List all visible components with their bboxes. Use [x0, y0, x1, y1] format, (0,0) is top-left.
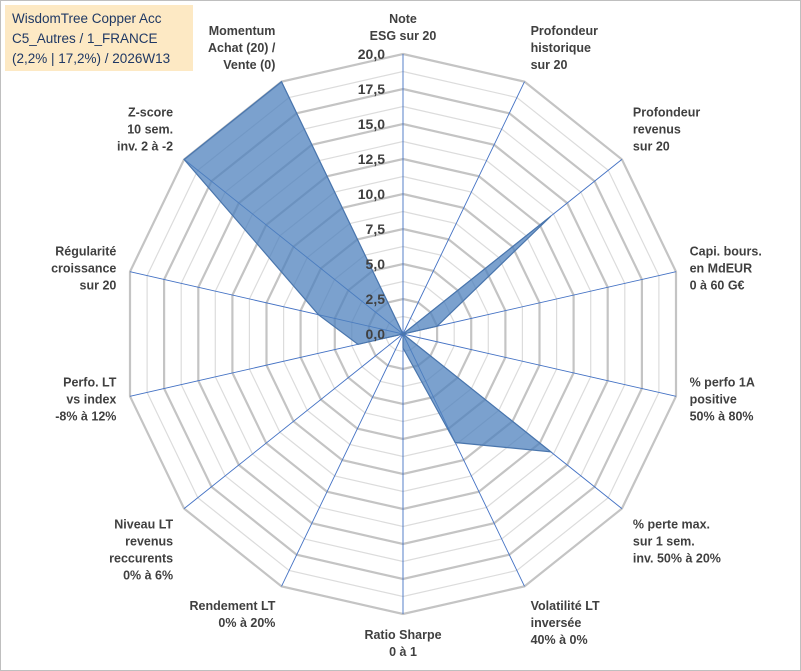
axis-label-line: Note — [389, 12, 417, 26]
axis-label-line: sur 1 sem. — [633, 534, 695, 548]
axis-label-line: inv. 50% à 20% — [633, 551, 721, 565]
axis-label: Capi. bours. en MdEUR 0 à 60 G€ — [690, 245, 762, 293]
axis-label-line: 40% à 0% — [531, 633, 588, 647]
series-area — [183, 80, 553, 453]
axis-label-line: 10 sem. — [127, 123, 173, 137]
axis-label-line: ESG sur 20 — [370, 29, 437, 43]
axis-label-line: positive — [690, 392, 737, 406]
axis-label-line: 50% à 80% — [690, 409, 754, 423]
axis-label-line: Niveau LT — [114, 517, 173, 531]
chart-title-line-1: WisdomTree Copper Acc — [12, 11, 162, 26]
axis-label: % perfo 1A positive 50% à 80% — [690, 375, 755, 423]
axis-label-line: Rendement LT — [190, 599, 276, 613]
axis-label: Perfo. LT vs index -8% à 12% — [55, 375, 117, 423]
axis-spoke — [402, 271, 677, 335]
axis-label-line: vs index — [66, 392, 116, 406]
tick-label: 10,0 — [358, 186, 385, 202]
axis-spoke — [281, 333, 404, 587]
axis-label-line: Régularité — [55, 245, 116, 259]
axis-spoke — [183, 333, 404, 509]
axis-label: Rendement LT 0% à 20% — [190, 599, 276, 630]
axis-label-line: en MdEUR — [690, 262, 753, 276]
axis-label-line: % perfo 1A — [690, 375, 755, 389]
axis-label-line: Z-score — [128, 106, 173, 120]
tick-label: 17,5 — [358, 81, 385, 97]
axis-label-line: Perfo. LT — [63, 375, 117, 389]
tick-label: 5,0 — [366, 256, 386, 272]
tick-label: 15,0 — [358, 116, 385, 132]
axis-label: Régularité croissance sur 20 — [51, 245, 116, 293]
axis-label-line: inversée — [531, 616, 582, 630]
axis-label: Volatilité LT inversée 40% à 0% — [531, 599, 600, 647]
axis-label-line: Momentum — [209, 24, 276, 38]
tick-label: 20,0 — [358, 46, 385, 62]
chart-title-box: WisdomTree Copper Acc C5_Autres / 1_FRAN… — [5, 5, 193, 71]
tick-label: 0,0 — [366, 326, 386, 342]
axis-label-line: 0 à 60 G€ — [690, 279, 745, 293]
axis-label-line: inv. 2 à -2 — [117, 140, 173, 154]
axis-label-line: Volatilité LT — [531, 599, 600, 613]
chart-title-line-2: C5_Autres / 1_FRANCE — [12, 31, 158, 46]
axis-label: Niveau LT revenus reccurents 0% à 6% — [109, 517, 173, 582]
tick-label: 2,5 — [366, 291, 386, 307]
axis-label-line: Ratio Sharpe — [364, 628, 441, 642]
axis-label-line: 0% à 6% — [123, 568, 173, 582]
axis-spoke — [402, 333, 677, 397]
axis-label-line: Capi. bours. — [690, 245, 762, 259]
axis-label-line: Achat (20) / — [208, 41, 276, 55]
axis-label-line: croissance — [51, 262, 116, 276]
axis-label-line: sur 20 — [531, 58, 568, 72]
axis-label: Z-score 10 sem. inv. 2 à -2 — [117, 106, 173, 154]
axis-spoke — [402, 81, 525, 335]
chart-title-line-3: (2,2% | 17,2%) / 2026W13 — [12, 51, 171, 66]
tick-label: 7,5 — [366, 221, 386, 237]
axis-label-line: 0 à 1 — [389, 645, 417, 659]
axis-label-line: Vente (0) — [223, 58, 275, 72]
axis-label-line: Profondeur — [531, 24, 598, 38]
tick-label: 12,5 — [358, 151, 385, 167]
axis-label-line: sur 20 — [80, 279, 117, 293]
axis-label: % perte max. sur 1 sem. inv. 50% à 20% — [633, 517, 721, 565]
axis-label: Momentum Achat (20) / Vente (0) — [208, 24, 276, 72]
axis-label-line: % perte max. — [633, 517, 710, 531]
axis-label-line: Profondeur — [633, 106, 700, 120]
axis-label-line: revenus — [125, 534, 173, 548]
axis-label-line: revenus — [633, 123, 681, 137]
axis-label: Profondeur revenus sur 20 — [633, 106, 700, 154]
axis-label-line: reccurents — [109, 551, 173, 565]
axis-label-line: historique — [531, 41, 591, 55]
axis-label-line: -8% à 12% — [55, 409, 116, 423]
axis-label: Ratio Sharpe 0 à 1 — [364, 628, 441, 659]
axis-label: Note ESG sur 20 — [370, 12, 437, 43]
axis-label-line: sur 20 — [633, 140, 670, 154]
axis-label: Profondeur historique sur 20 — [531, 24, 598, 72]
axis-label-line: 0% à 20% — [218, 616, 275, 630]
